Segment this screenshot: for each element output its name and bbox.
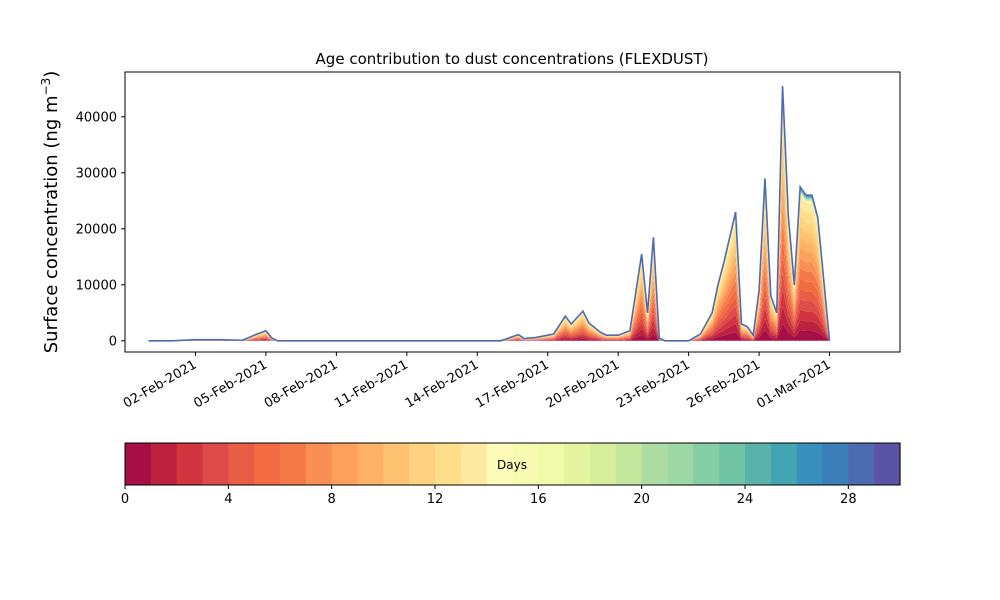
x-tick-label: 26-Feb-2021 — [685, 357, 764, 411]
colorbar-tick-label: 4 — [224, 492, 232, 507]
colorbar: Days 0 4 8 12 16 20 24 28 — [121, 442, 901, 507]
chart-title: Age contribution to dust concentrations … — [316, 50, 709, 68]
colorbar-ticks: 0 4 8 12 16 20 24 28 — [121, 485, 857, 507]
age-class-area-0 — [148, 323, 830, 341]
colorbar-cell-13 — [460, 443, 488, 485]
y-tick-label: 20000 — [76, 222, 117, 237]
x-tick-label: 02-Feb-2021 — [121, 357, 200, 411]
colorbar-cell-4 — [228, 443, 255, 485]
colorbar-cell-29 — [874, 443, 901, 485]
stacked-areas — [148, 85, 831, 342]
colorbar-label: Days — [497, 458, 527, 472]
colorbar-tick-label: 20 — [633, 492, 650, 507]
colorbar-cell-27 — [822, 443, 849, 485]
x-tick-label: 14-Feb-2021 — [403, 357, 482, 411]
colorbar-tick-label: 12 — [427, 492, 444, 507]
x-tick-label: 17-Feb-2021 — [473, 357, 552, 411]
colorbar-cell-25 — [770, 443, 798, 485]
colorbar-cell-5 — [254, 443, 281, 485]
x-tick-label: 23-Feb-2021 — [614, 357, 693, 411]
x-axis: 02-Feb-202105-Feb-202108-Feb-202111-Feb-… — [121, 352, 834, 412]
colorbar-cell-20 — [641, 443, 669, 485]
colorbar-cell-26 — [796, 443, 824, 485]
colorbar-cell-22 — [693, 443, 720, 485]
colorbar-tick-label: 28 — [840, 492, 857, 507]
y-axis-label: Surface concentration (ng m−3) — [39, 71, 62, 354]
colorbar-cell-3 — [202, 443, 229, 485]
colorbar-tick-label: 0 — [121, 492, 129, 507]
colorbar-cell-1 — [150, 443, 178, 485]
colorbar-tick-label: 24 — [737, 492, 754, 507]
colorbar-tick-label: 8 — [328, 492, 336, 507]
colorbar-cell-21 — [667, 443, 694, 485]
y-tick-label: 40000 — [76, 110, 117, 125]
colorbar-cell-23 — [719, 443, 746, 485]
colorbar-cell-0 — [125, 443, 152, 485]
y-axis: 0 10000 20000 30000 40000 — [76, 110, 125, 349]
colorbar-cell-18 — [590, 443, 617, 485]
colorbar-cells — [125, 443, 901, 485]
y-tick-label: 10000 — [76, 278, 117, 293]
y-tick-label: 0 — [109, 334, 117, 349]
colorbar-cell-8 — [331, 443, 359, 485]
y-tick-label: 30000 — [76, 166, 117, 181]
x-tick-label: 05-Feb-2021 — [191, 357, 270, 411]
colorbar-cell-9 — [357, 443, 384, 485]
x-tick-label: 01-Mar-2021 — [754, 357, 833, 411]
colorbar-cell-14 — [486, 443, 514, 485]
colorbar-cell-7 — [305, 443, 333, 485]
colorbar-cell-24 — [745, 443, 772, 485]
colorbar-cell-11 — [409, 443, 436, 485]
colorbar-cell-28 — [848, 443, 875, 485]
colorbar-cell-2 — [176, 443, 204, 485]
total-concentration-line — [148, 85, 831, 342]
colorbar-cell-16 — [538, 443, 565, 485]
x-tick-label: 08-Feb-2021 — [262, 357, 341, 411]
colorbar-cell-19 — [615, 443, 643, 485]
colorbar-cell-12 — [435, 443, 462, 485]
x-tick-label: 11-Feb-2021 — [332, 357, 411, 411]
x-tick-label: 20-Feb-2021 — [544, 357, 623, 411]
colorbar-frame — [124, 442, 901, 486]
colorbar-cell-10 — [383, 443, 410, 485]
plot-area: 0 10000 20000 30000 40000 02-Feb-202105-Feb-… — [76, 71, 901, 412]
colorbar-cell-15 — [512, 443, 539, 485]
colorbar-cell-17 — [564, 443, 591, 485]
plot-frame — [124, 71, 901, 353]
colorbar-tick-label: 16 — [530, 492, 547, 507]
colorbar-cell-6 — [280, 443, 307, 485]
